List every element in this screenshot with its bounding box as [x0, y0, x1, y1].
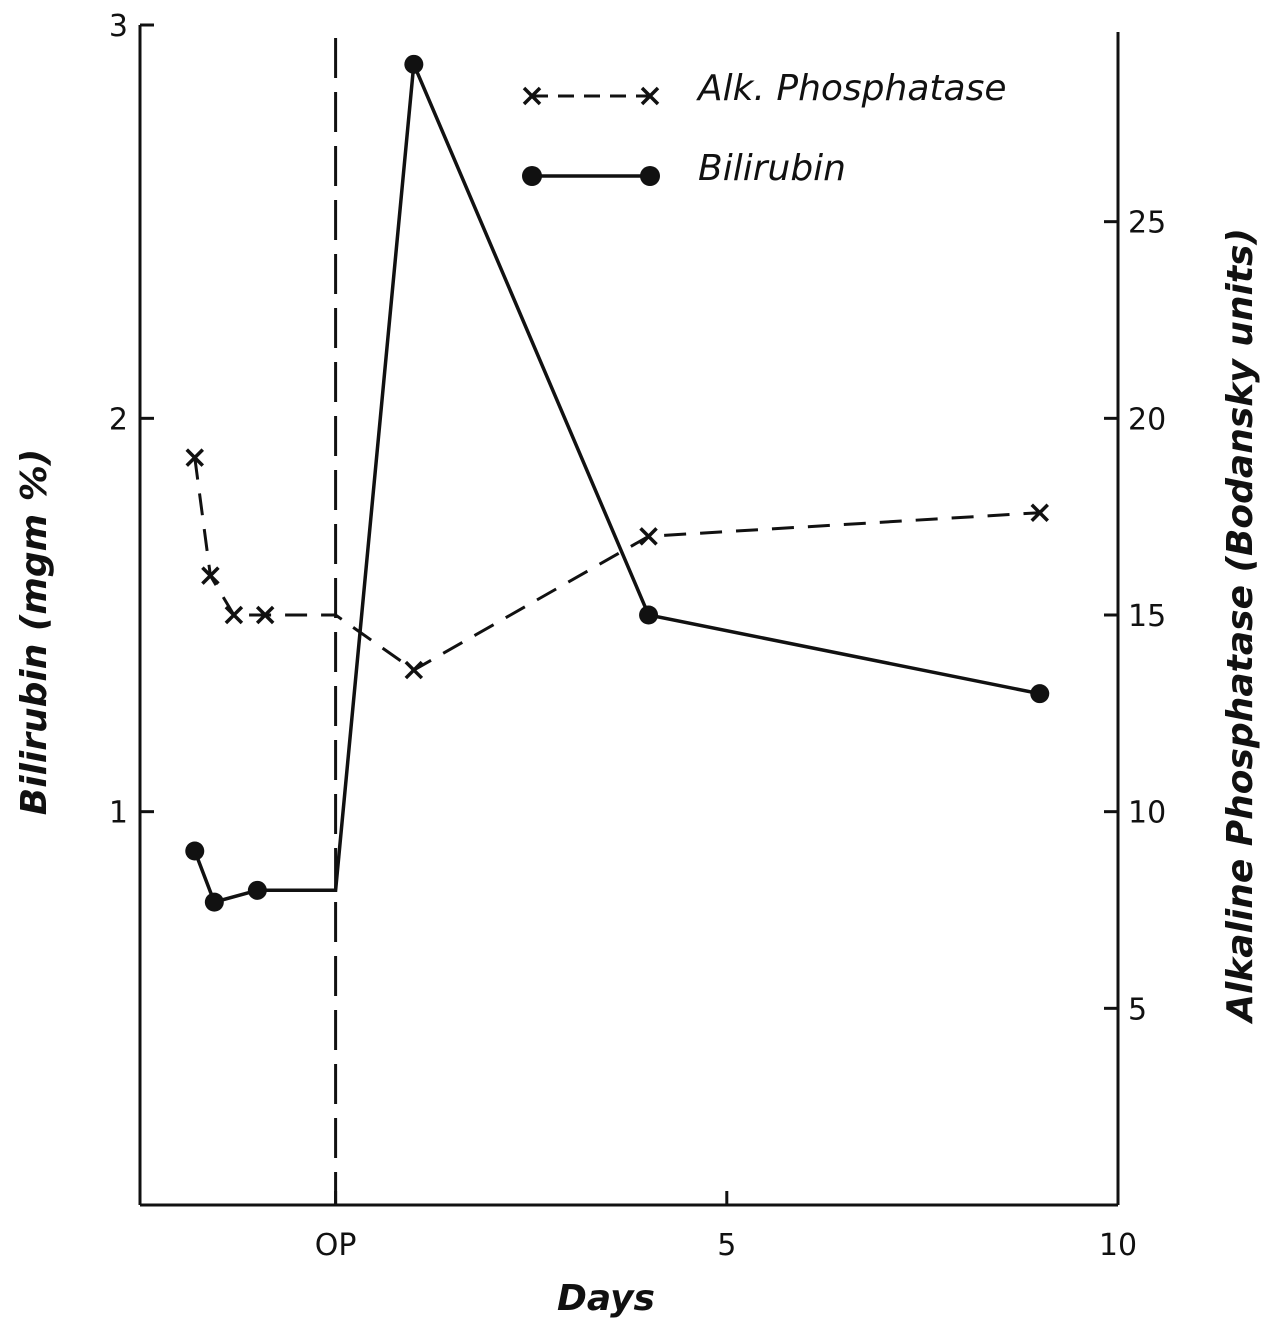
left-tick-label: 3	[109, 9, 128, 44]
x-axis-title: Days	[557, 1278, 655, 1319]
bilirubin-point	[185, 841, 205, 861]
bilirubin-point	[639, 605, 659, 625]
alk-phosphatase-point	[224, 605, 244, 625]
legend-item-alk-phosphatase: Alk. Phosphatase	[522, 68, 1006, 109]
alk-phosphatase-point	[255, 605, 275, 625]
bilirubin-line	[193, 63, 1041, 905]
right-tick-label: 15	[1128, 599, 1166, 634]
alk-phosphatase-line	[193, 457, 1040, 672]
series-bilirubin	[185, 54, 1050, 912]
legend-bili-marker-right	[640, 166, 660, 186]
series-layer	[185, 54, 1050, 912]
right-axis-title: Alkaline Phosphatase (Bodansky units)	[1220, 228, 1261, 1025]
alk-phosphatase-point	[201, 566, 220, 585]
legend-bili-label: Bilirubin	[698, 148, 846, 189]
legend: Alk. Phosphatase Bilirubin	[522, 68, 1006, 189]
alk-phosphatase-point	[1030, 503, 1049, 522]
series-alk-phosphatase	[185, 448, 1049, 680]
right-tick-label: 10	[1128, 796, 1166, 831]
legend-alk-label: Alk. Phosphatase	[696, 68, 1006, 109]
alk-phosphatase-point	[639, 527, 658, 546]
legend-bili-marker-left	[522, 166, 542, 186]
left-tick-label: 1	[109, 796, 128, 831]
bilirubin-point	[247, 880, 267, 900]
left-axis-title: Bilirubin (mgm %)	[14, 449, 55, 815]
left-tick-label: 2	[109, 402, 128, 437]
bilirubin-point	[1030, 684, 1050, 704]
legend-alk-marker-right	[640, 86, 660, 106]
alk-phosphatase-point	[185, 448, 205, 467]
right-tick-label: 25	[1128, 206, 1166, 241]
x-tick-label: 5	[717, 1228, 736, 1263]
legend-item-bilirubin: Bilirubin	[522, 148, 846, 189]
alk-phosphatase-point	[404, 660, 424, 680]
legend-alk-marker-left	[522, 86, 542, 106]
right-tick-label: 5	[1128, 992, 1147, 1027]
bilirubin-point	[204, 892, 224, 912]
axes: OP 5 10 1 2 3 5 10 15 20 25	[109, 9, 1166, 1263]
right-tick-label: 20	[1128, 402, 1166, 437]
bilirubin-point	[404, 54, 424, 74]
x-tick-label: 10	[1099, 1228, 1137, 1263]
x-tick-label: OP	[315, 1228, 357, 1263]
